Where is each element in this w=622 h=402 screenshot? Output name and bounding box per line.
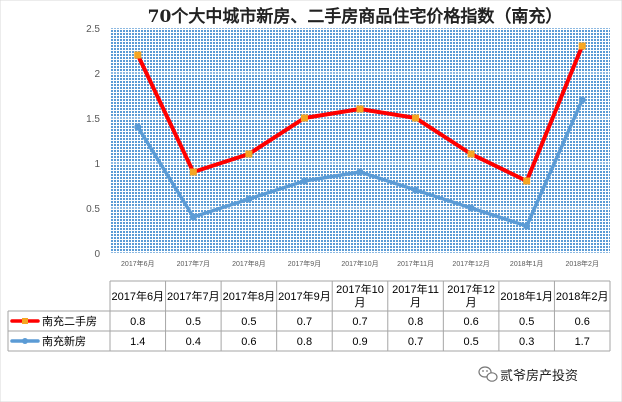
table-header-cell: 2017年6月 [111,289,164,303]
data-point [523,222,531,230]
y-tick-label: 1.5 [86,114,100,125]
chart-title: 70个大中城市新房、二手房商品住宅价格指数（南充） [148,6,563,27]
table-value-cell: 0.6 [241,336,256,348]
plot-area [110,28,610,253]
table-header-cell: 2017年8月 [223,289,276,303]
table-value-cell: 0.5 [463,336,478,348]
data-point [467,204,475,212]
data-point [245,195,253,203]
x-tick-label: 2017年8月 [232,259,265,268]
table-value-cell: 0.9 [352,336,367,348]
data-point [578,96,586,104]
table-header-cell: 2017年11 [392,282,439,296]
data-point [300,114,308,122]
data-point [189,213,197,221]
table-header-cell: 2017年7月 [167,289,220,303]
table-value-cell: 0.7 [408,336,423,348]
x-tick-label: 2018年2月 [565,259,598,268]
footer-brand-text: 贰爷房产投资 [500,368,578,384]
series-name: 南充二手房 [42,314,97,328]
x-tick-label: 2017年6月 [121,259,154,268]
table-header-cell: 月 [410,297,421,309]
table-header-cell: 月 [355,297,366,309]
x-tick-label: 2017年11月 [397,259,434,268]
legend-marker [22,318,28,324]
data-point [467,150,475,158]
data-point [578,42,586,50]
wechat-icon [478,366,498,382]
table-header-cell: 2017年12 [447,282,495,296]
x-tick-label: 2017年9月 [288,259,321,268]
x-tick-label: 2017年12月 [452,259,489,268]
data-point [134,123,142,131]
table-value-cell: 0.7 [297,316,312,328]
data-point [245,150,253,158]
table-value-cell: 0.7 [352,316,367,328]
x-tick-label: 2018年1月 [510,259,543,268]
data-point [412,114,420,122]
y-tick-label: 0.5 [86,204,100,215]
data-point [189,168,197,176]
y-tick-label: 1 [94,159,100,170]
data-point [134,51,142,59]
table-header-cell: 2017年10 [336,282,384,296]
table-value-cell: 0.5 [186,316,201,328]
y-tick-label: 2 [94,69,100,80]
x-tick-label: 2017年7月 [177,259,210,268]
table-value-cell: 1.7 [575,336,590,348]
table-header-cell: 月 [466,297,477,309]
y-tick-label: 0 [94,249,100,260]
data-point [356,168,364,176]
footer-brand: 贰爷房产投资 [478,366,578,384]
legend-marker [22,338,28,344]
table-value-cell: 0.3 [519,336,534,348]
data-point [523,177,531,185]
table-value-cell: 0.6 [575,316,590,328]
series-name: 南充新房 [42,334,86,348]
table-value-cell: 0.6 [463,316,478,328]
table-value-cell: 0.8 [297,336,312,348]
x-tick-label: 2017年10月 [341,259,378,268]
table-value-cell: 0.5 [241,316,256,328]
table-value-cell: 1.4 [130,336,145,348]
table-header-cell: 2018年2月 [556,289,609,303]
y-tick-label: 2.5 [86,24,100,35]
table-value-cell: 0.5 [519,316,534,328]
data-point [356,105,364,113]
table-header-cell: 2017年9月 [278,289,331,303]
table-value-cell: 0.8 [130,316,145,328]
data-point [412,186,420,194]
data-point [300,177,308,185]
table-value-cell: 0.8 [408,316,423,328]
table-header-cell: 2018年1月 [500,289,553,303]
table-value-cell: 0.4 [186,336,201,348]
